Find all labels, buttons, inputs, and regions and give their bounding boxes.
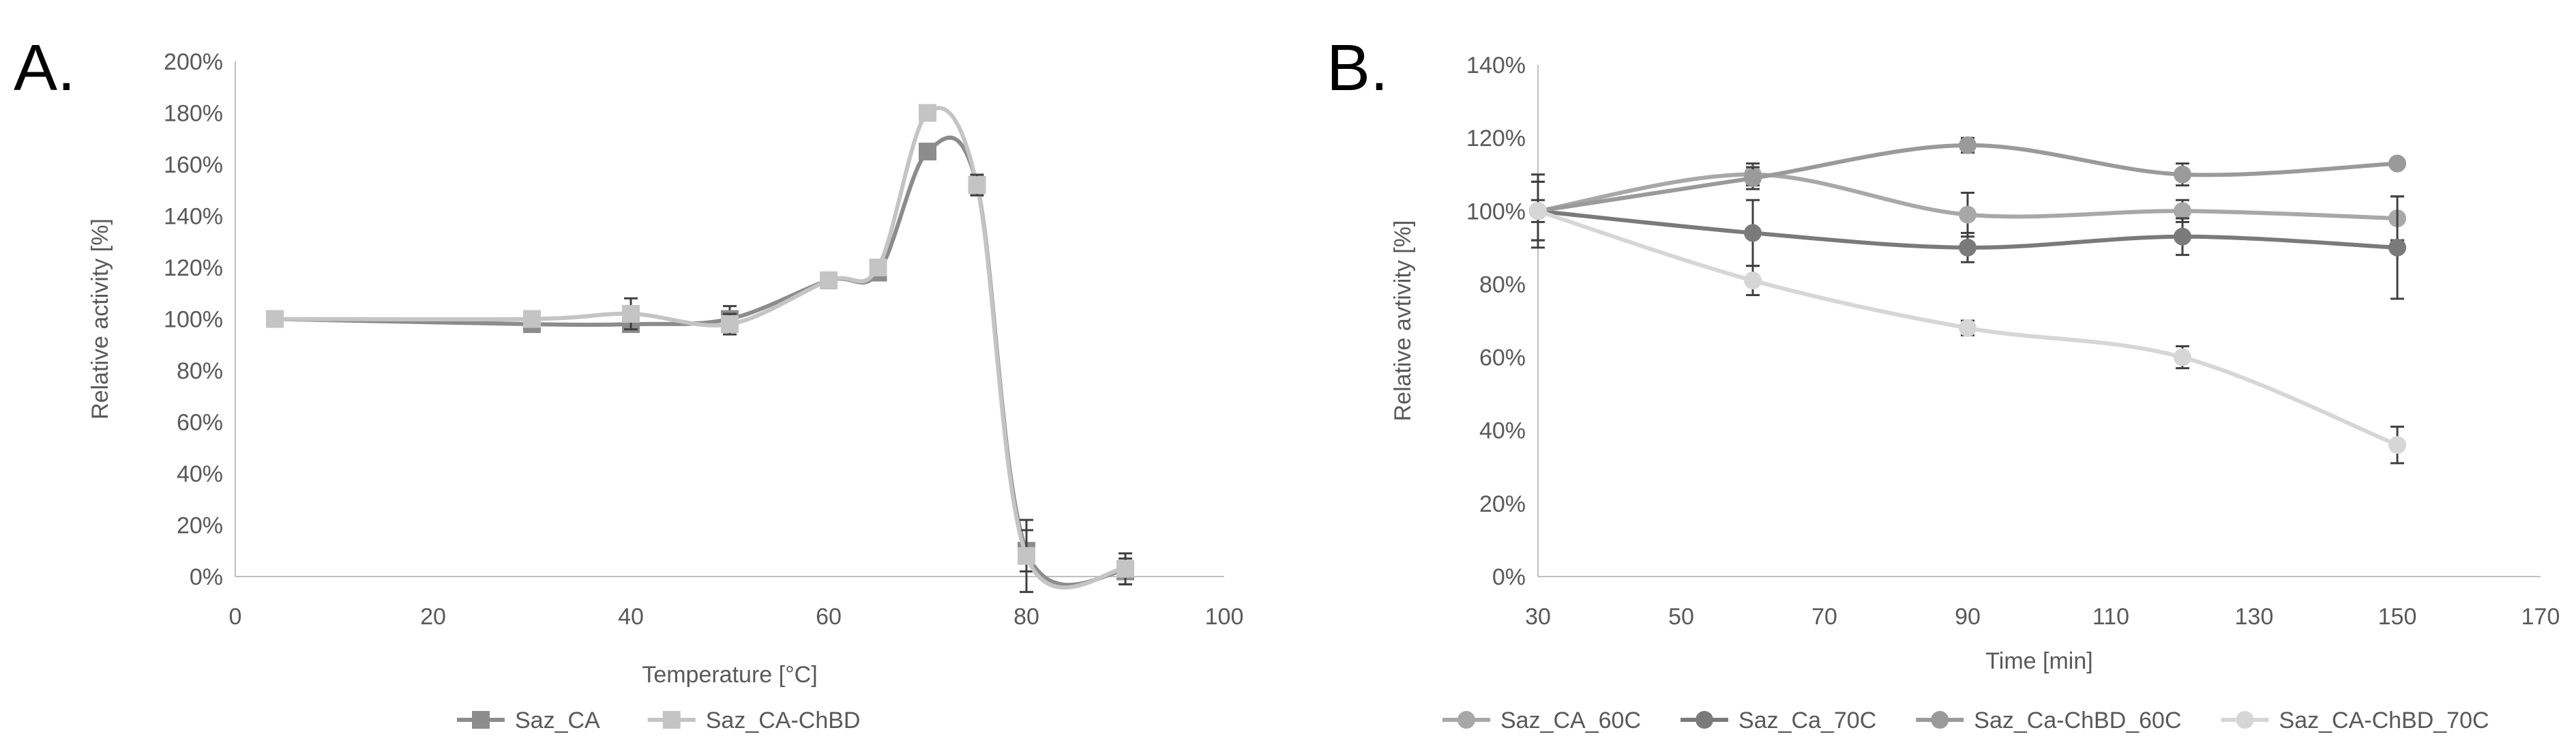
data-point — [1959, 205, 1977, 224]
data-point — [2388, 154, 2406, 173]
y-tick-label: 0% — [190, 564, 223, 590]
legend-label: Saz_CA_60C — [1500, 708, 1641, 733]
y-tick-label: 40% — [1479, 418, 1526, 444]
panel-a: A. 0% 20% 40% 60% 80% 100% 120% 140% 160% 180% 200%… — [14, 31, 1243, 733]
data-point — [2174, 165, 2191, 184]
y-tick-label: 60% — [177, 410, 223, 436]
x-tick-label: 30 — [1525, 604, 1551, 630]
x-tick-label: 60 — [816, 604, 842, 630]
x-tick-label: 50 — [1668, 604, 1694, 630]
legend-marker — [1696, 711, 1714, 729]
series-Saz_CA-ChBD_70C — [1529, 199, 2406, 465]
x-tick-label: 170 — [2521, 604, 2560, 630]
data-point — [266, 310, 284, 328]
y-tick-label: 120% — [1466, 126, 1526, 151]
data-point — [1744, 169, 1762, 188]
y-axis-title: Relative activity [%] — [87, 218, 113, 420]
series-Saz_CA — [266, 135, 1134, 587]
data-point — [919, 104, 936, 122]
y-tick-label: 200% — [164, 49, 223, 75]
data-point — [1959, 136, 1977, 154]
y-tick-label: 120% — [164, 255, 223, 281]
x-tick-label: 100 — [1205, 604, 1244, 630]
x-tick-label: 80 — [1013, 604, 1039, 630]
y-tick-label: 20% — [177, 513, 223, 539]
legend-entry: Saz_CA_60C — [1442, 708, 1641, 733]
x-tick-label: 110 — [2092, 604, 2129, 630]
y-tick-label: 140% — [164, 204, 223, 230]
y-tick-label: 80% — [1479, 272, 1526, 297]
panel-label: B. — [1327, 31, 1389, 104]
data-point — [622, 304, 640, 323]
data-point — [1744, 272, 1762, 290]
x-tick-label: 150 — [2378, 604, 2417, 630]
y-tick-label: 140% — [1466, 53, 1526, 78]
data-point — [1018, 547, 1035, 565]
data-point — [2388, 436, 2406, 454]
data-point — [2174, 227, 2191, 246]
x-tick-label: 130 — [2235, 604, 2274, 630]
legend-entry: Saz_CA-ChBD_70C — [2221, 708, 2489, 733]
data-point — [820, 271, 838, 289]
data-point — [1529, 202, 1547, 220]
data-point — [1959, 238, 1977, 257]
data-point — [2174, 348, 2191, 366]
x-tick-label: 40 — [618, 604, 644, 630]
data-point — [869, 259, 887, 276]
y-tick-label: 160% — [164, 152, 223, 178]
y-tick-label: 80% — [177, 358, 223, 384]
y-tick-label: 0% — [1492, 564, 1526, 590]
series-line — [274, 106, 1126, 590]
data-point — [968, 176, 986, 194]
x-tick-label: 70 — [1811, 604, 1837, 630]
data-point — [2174, 202, 2191, 220]
data-point — [2388, 238, 2406, 257]
x-tick-label: 0 — [229, 604, 242, 630]
legend-entry: Saz_CA-ChBD — [647, 708, 861, 733]
legend-label: Saz_CA — [515, 708, 600, 733]
legend-marker — [472, 711, 490, 729]
y-tick-label: 20% — [1479, 491, 1526, 517]
data-point — [721, 315, 739, 334]
series-Saz_CA_60C — [1529, 162, 2406, 242]
legend-marker — [662, 711, 681, 729]
legend-label: Saz_Ca_70C — [1738, 708, 1876, 733]
legend-label: Saz_CA-ChBD_70C — [2279, 708, 2489, 733]
legend-marker — [1931, 711, 1949, 729]
legend-entry: Saz_CA — [457, 708, 600, 733]
data-point — [919, 143, 936, 161]
data-point — [1116, 559, 1134, 578]
y-tick-label: 60% — [1479, 345, 1526, 371]
y-tick-label: 40% — [177, 461, 223, 487]
panel-label: A. — [14, 31, 76, 104]
series-Saz_CA-ChBD — [266, 104, 1134, 594]
legend-label: Saz_Ca-ChBD_60C — [1974, 708, 2181, 733]
legend-entry: Saz_Ca_70C — [1681, 708, 1876, 733]
x-axis-title: Time [min] — [1985, 648, 2092, 674]
legend-marker — [2236, 711, 2254, 729]
panel-b: B. 0% 20% 40% 60% 80% 100% 120% 140% 30 50 70 90 110 1… — [1327, 31, 2560, 733]
legend-label: Saz_CA-ChBD — [706, 708, 861, 733]
y-tick-label: 100% — [1466, 199, 1526, 224]
x-tick-label: 90 — [1955, 604, 1981, 630]
data-point — [523, 310, 541, 328]
x-axis-title: Temperature [°C] — [642, 662, 817, 688]
y-tick-label: 180% — [164, 101, 223, 127]
legend-marker — [1457, 711, 1475, 729]
data-point — [1959, 319, 1977, 337]
legend-entry: Saz_Ca-ChBD_60C — [1916, 708, 2182, 733]
y-tick-label: 100% — [164, 307, 223, 333]
data-point — [1744, 224, 1762, 242]
y-axis-title: Relative avtivity [%] — [1390, 220, 1416, 422]
x-tick-label: 20 — [420, 604, 446, 630]
